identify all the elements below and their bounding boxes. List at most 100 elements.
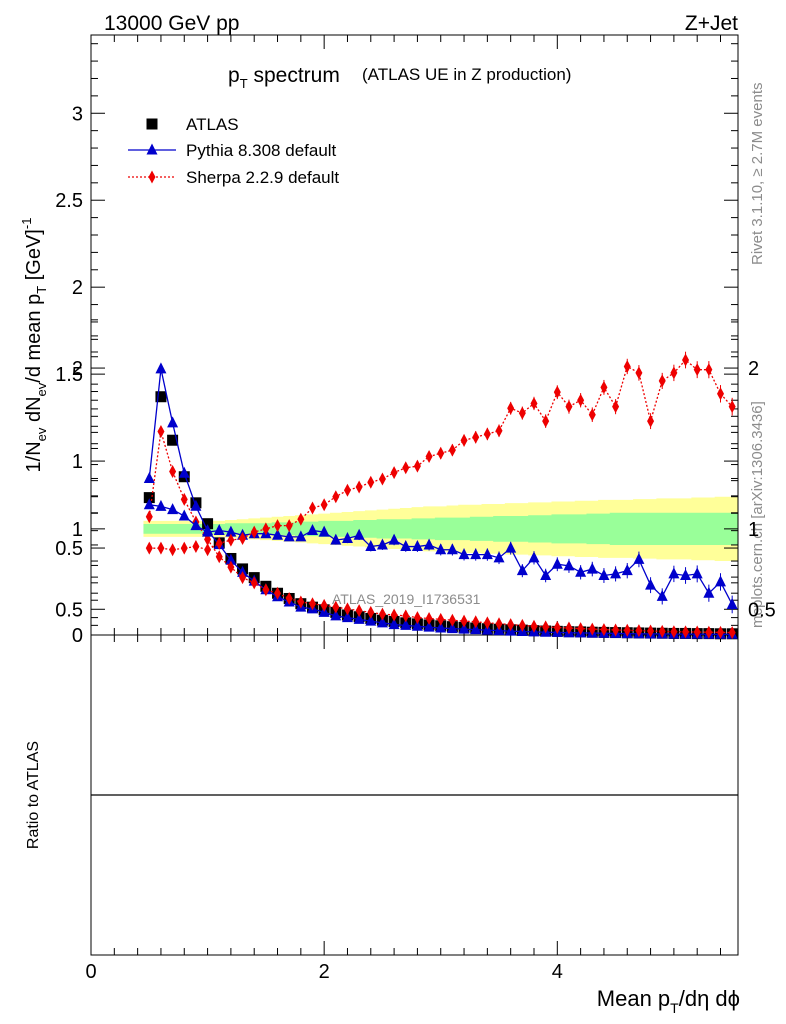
ratio-pythia-point bbox=[365, 540, 377, 552]
ratio-sherpa-point bbox=[308, 501, 316, 515]
ratio-sherpa-point bbox=[612, 400, 620, 414]
ratio-pythia-point bbox=[621, 564, 633, 576]
ratio-pythia-point bbox=[446, 543, 458, 555]
sherpa-point bbox=[612, 623, 620, 637]
ratio-pythia-point bbox=[575, 565, 587, 577]
sherpa-point bbox=[483, 616, 491, 630]
analysis-watermark: ATLAS_2019_I1736531 bbox=[332, 591, 481, 607]
sherpa-point bbox=[367, 605, 375, 619]
ratio-sherpa-point bbox=[180, 541, 188, 555]
ratio-sherpa-point bbox=[588, 408, 596, 422]
ratio-pythia-point bbox=[272, 528, 284, 540]
sherpa-point bbox=[157, 425, 165, 439]
ratio-pythia-point bbox=[470, 548, 482, 560]
ratio-pythia-point bbox=[481, 548, 493, 560]
ratio-pythia-point bbox=[505, 541, 517, 553]
pythia-point bbox=[341, 611, 353, 623]
ratio-pythia-point bbox=[376, 538, 388, 550]
sherpa-point bbox=[425, 611, 433, 625]
band-inner bbox=[143, 512, 738, 545]
rivet-info: Rivet 3.1.10, ≥ 2.7M events bbox=[749, 83, 766, 266]
pythia-point bbox=[143, 471, 155, 483]
legend-marker bbox=[146, 143, 158, 155]
pythia-point bbox=[435, 621, 447, 633]
sherpa-point bbox=[682, 625, 690, 639]
ratio-pythia-point bbox=[400, 540, 412, 552]
ratio-pythia-point bbox=[283, 530, 295, 542]
pythia-point bbox=[400, 618, 412, 630]
ratio-sherpa-point bbox=[378, 472, 386, 486]
sherpa-point bbox=[320, 598, 328, 612]
x-tick-label: 4 bbox=[552, 961, 563, 983]
legend-label: Sherpa 2.2.9 default bbox=[186, 168, 339, 187]
sherpa-point bbox=[227, 560, 235, 574]
sherpa-point bbox=[180, 492, 188, 506]
ratio-pythia-point bbox=[202, 525, 214, 537]
ratio-pythia-point bbox=[190, 519, 202, 531]
sherpa-point bbox=[472, 615, 480, 629]
ratio-pythia-point bbox=[330, 533, 342, 545]
ratio-sherpa-point bbox=[215, 536, 223, 550]
sherpa-point bbox=[239, 571, 247, 585]
atlas-data-point bbox=[155, 391, 167, 403]
pythia-point bbox=[365, 614, 377, 626]
ratio-sherpa-point bbox=[285, 519, 293, 533]
legend-label: Pythia 8.308 default bbox=[186, 141, 337, 160]
legend-marker bbox=[146, 118, 158, 130]
ratio-y-tick-label-right: 0.5 bbox=[748, 599, 776, 621]
ratio-sherpa-point bbox=[495, 424, 503, 438]
legend-marker bbox=[148, 170, 156, 184]
pythia-point bbox=[225, 553, 237, 565]
mcplots-info: mcplots.cern.ch [arXiv:1306.3436] bbox=[749, 401, 766, 628]
main-y-tick-label: 2 bbox=[72, 277, 83, 299]
ratio-sherpa-point bbox=[460, 433, 468, 447]
x-tick-label: 2 bbox=[319, 961, 330, 983]
sherpa-point bbox=[600, 623, 608, 637]
sherpa-point bbox=[297, 595, 305, 609]
sherpa-point bbox=[402, 609, 410, 623]
ratio-sherpa-point bbox=[343, 483, 351, 497]
ratio-pythia-point bbox=[645, 578, 657, 590]
sherpa-point bbox=[530, 619, 538, 633]
ratio-sherpa-point bbox=[390, 466, 398, 480]
sherpa-point bbox=[145, 510, 153, 524]
ratio-sherpa-point bbox=[250, 525, 258, 539]
atlas-data-point bbox=[167, 434, 179, 446]
ratio-sherpa-point bbox=[717, 387, 725, 401]
ratio-sherpa-point bbox=[507, 401, 515, 415]
ratio-sherpa-point bbox=[705, 363, 713, 377]
sherpa-point bbox=[693, 625, 701, 639]
ratio-sherpa-point bbox=[728, 400, 736, 414]
ratio-pythia-point bbox=[435, 543, 447, 555]
ratio-sherpa-point bbox=[565, 400, 573, 414]
sherpa-point bbox=[728, 626, 736, 640]
ratio-uncertainty-bands bbox=[143, 496, 738, 562]
ratio-sherpa-point bbox=[157, 541, 165, 555]
sherpa-point bbox=[378, 607, 386, 621]
ratio-sherpa-point bbox=[332, 490, 340, 504]
ratio-pythia-point bbox=[586, 562, 598, 574]
pythia-point bbox=[178, 466, 190, 478]
ratio-pythia-point bbox=[633, 552, 645, 564]
ratio-sherpa-point bbox=[483, 427, 491, 441]
legend: ATLAS Pythia 8.308 default Sherpa 2.2.9 de… bbox=[128, 115, 339, 187]
ratio-pythia-point bbox=[306, 523, 318, 535]
ratio-sherpa-point bbox=[693, 363, 701, 377]
ratio-pythia-point bbox=[353, 528, 365, 540]
ratio-sherpa-point bbox=[553, 385, 561, 399]
ratio-sherpa-point bbox=[262, 522, 270, 536]
sherpa-point bbox=[274, 586, 282, 600]
ratio-pythia-point bbox=[411, 540, 423, 552]
ratio-sherpa-point bbox=[169, 543, 177, 557]
ratio-sherpa-point bbox=[530, 396, 538, 410]
ratio-sherpa-point bbox=[297, 512, 305, 526]
ratio-sherpa-point bbox=[600, 380, 608, 394]
sherpa-point bbox=[413, 611, 421, 625]
ratio-pythia-point bbox=[213, 523, 225, 535]
atlas-data-point bbox=[143, 492, 155, 504]
ratio-sherpa-point bbox=[239, 532, 247, 546]
plot-title: pT spectrum bbox=[228, 64, 340, 91]
sherpa-point bbox=[460, 614, 468, 628]
ratio-pythia-point bbox=[143, 498, 155, 510]
